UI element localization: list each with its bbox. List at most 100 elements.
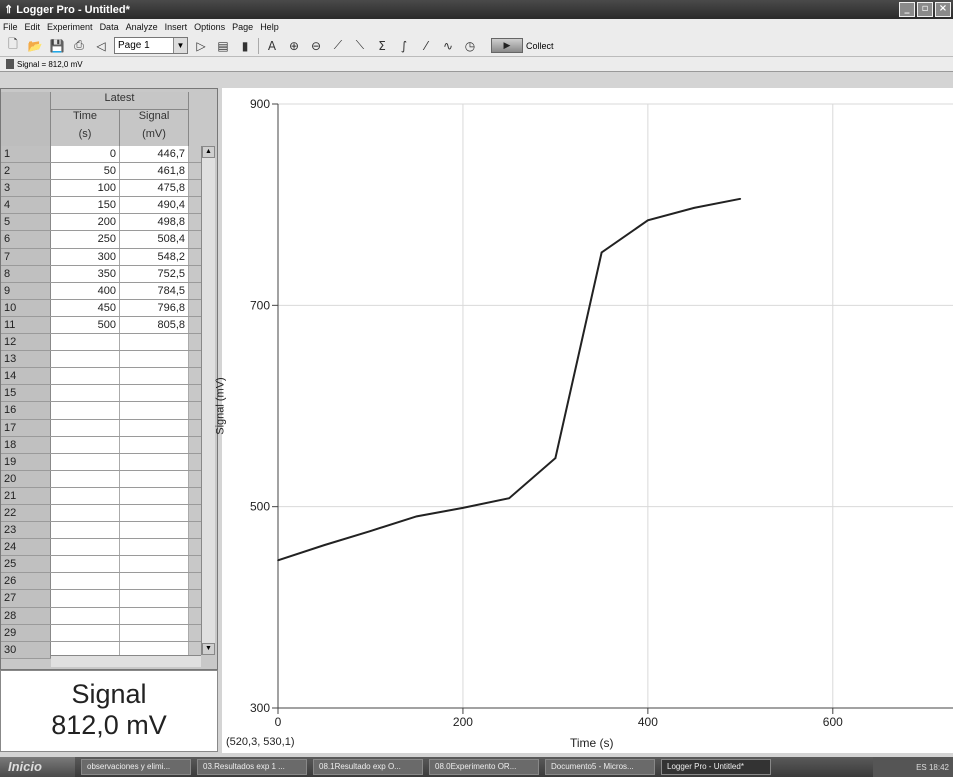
cell-signal[interactable]: 796,8 <box>120 299 189 316</box>
minimize-button[interactable]: _ <box>899 2 915 17</box>
table-row[interactable]: 19 <box>1 453 201 471</box>
cell-time[interactable]: 200 <box>51 214 120 231</box>
menu-data[interactable]: Data <box>99 22 119 32</box>
graph-panel[interactable]: 0 200 400 600 300 500 700 900 <box>222 88 953 753</box>
cell-signal[interactable] <box>120 402 189 419</box>
table-row[interactable]: 7 300 548,2 <box>1 248 201 266</box>
cell-signal[interactable]: 548,2 <box>120 248 189 265</box>
menu-options[interactable]: Options <box>194 22 226 32</box>
table-row[interactable]: 10 450 796,8 <box>1 299 201 317</box>
linear-fit-icon[interactable]: ⁄ <box>424 38 427 53</box>
cell-signal[interactable] <box>120 539 189 556</box>
cell-signal[interactable] <box>120 573 189 590</box>
save-icon[interactable]: 💾 <box>49 38 65 53</box>
table-row[interactable]: 25 <box>1 556 201 574</box>
taskbar-item[interactable]: observaciones y elimi... <box>81 759 191 775</box>
cell-signal[interactable] <box>120 453 189 470</box>
cell-time[interactable]: 150 <box>51 197 120 214</box>
taskbar-item[interactable]: Documento5 - Micros... <box>545 759 655 775</box>
cell-signal[interactable] <box>120 436 189 453</box>
cell-time[interactable] <box>51 624 120 641</box>
statistics-icon[interactable]: Σ <box>378 38 386 53</box>
menu-insert[interactable]: Insert <box>164 22 188 32</box>
table-row[interactable]: 3 100 475,8 <box>1 180 201 198</box>
open-folder-icon[interactable]: 📂 <box>27 38 43 53</box>
x-axis-label[interactable]: Time (s) <box>570 736 614 750</box>
cell-signal[interactable]: 508,4 <box>120 231 189 248</box>
page-select[interactable]: Page 1 ▼ <box>114 37 188 54</box>
table-horizontal-scrollbar[interactable] <box>51 655 201 667</box>
cell-time[interactable] <box>51 487 120 504</box>
table-row[interactable]: 26 <box>1 573 201 591</box>
cell-time[interactable]: 50 <box>51 163 120 180</box>
cell-time[interactable]: 400 <box>51 282 120 299</box>
page-back-icon[interactable]: ◁ <box>96 38 106 53</box>
examine-icon[interactable]: ⟋ <box>333 38 343 52</box>
cell-signal[interactable] <box>120 641 189 658</box>
table-row[interactable]: 23 <box>1 522 201 540</box>
menu-edit[interactable]: Edit <box>24 22 41 32</box>
table-row[interactable]: 1 0 446,7 <box>1 146 201 164</box>
data-set-name[interactable]: Latest <box>51 92 189 110</box>
cell-time[interactable]: 300 <box>51 248 120 265</box>
clock-icon[interactable]: ◷ <box>464 38 476 53</box>
cell-time[interactable] <box>51 504 120 522</box>
table-row[interactable]: 14 <box>1 368 201 386</box>
taskbar-item[interactable]: 08.0Experimento OR... <box>429 759 539 775</box>
cell-time[interactable] <box>51 351 120 368</box>
table-vertical-scrollbar[interactable]: ▲ ▼ <box>201 146 215 655</box>
y-axis-label[interactable]: Signal (mV) <box>214 377 227 435</box>
integral-icon[interactable]: ∫ <box>400 38 408 53</box>
cell-time[interactable]: 350 <box>51 265 120 282</box>
cell-time[interactable]: 450 <box>51 299 120 316</box>
table-row[interactable]: 21 <box>1 487 201 505</box>
table-row[interactable]: 5 200 498,8 <box>1 214 201 232</box>
table-row[interactable]: 22 <box>1 504 201 523</box>
table-row[interactable]: 20 <box>1 470 201 488</box>
cell-signal[interactable] <box>120 590 189 607</box>
cell-time[interactable] <box>51 385 120 402</box>
table-row[interactable]: 11 500 805,8 <box>1 316 201 335</box>
maximize-button[interactable]: ▫ <box>917 2 933 17</box>
column-header-time[interactable]: Time <box>51 110 120 128</box>
cell-signal[interactable] <box>120 419 189 436</box>
table-row[interactable]: 12 <box>1 334 201 352</box>
collect-button[interactable]: ▶ Collect <box>491 38 554 53</box>
cell-time[interactable]: 100 <box>51 180 120 197</box>
menu-help[interactable]: Help <box>260 22 279 32</box>
cell-time[interactable] <box>51 419 120 436</box>
cell-signal[interactable] <box>120 504 189 522</box>
cell-signal[interactable]: 498,8 <box>120 214 189 231</box>
scroll-up-icon[interactable]: ▲ <box>202 146 215 158</box>
cell-time[interactable] <box>51 607 120 624</box>
close-button[interactable]: × <box>935 2 951 17</box>
curve-fit-icon[interactable]: ∿ <box>442 38 454 53</box>
table-row[interactable]: 30 <box>1 641 201 659</box>
cell-signal[interactable]: 475,8 <box>120 180 189 197</box>
menu-file[interactable]: File <box>3 22 18 32</box>
table-row[interactable]: 17 <box>1 419 201 437</box>
cell-signal[interactable] <box>120 607 189 624</box>
table-icon[interactable]: ▤ <box>217 38 229 53</box>
cell-signal[interactable]: 752,5 <box>120 265 189 282</box>
digital-meter[interactable]: Signal 812,0 mV <box>0 670 218 752</box>
table-row[interactable]: 2 50 461,8 <box>1 163 201 181</box>
cell-signal[interactable]: 805,8 <box>120 316 189 334</box>
meter-icon[interactable]: ▮ <box>241 38 249 53</box>
cell-time[interactable] <box>51 590 120 607</box>
table-row[interactable]: 6 250 508,4 <box>1 231 201 249</box>
autoscale-icon[interactable]: A <box>267 38 277 53</box>
table-row[interactable]: 15 <box>1 385 201 403</box>
table-row[interactable]: 16 <box>1 402 201 420</box>
taskbar-item[interactable]: 03.Resultados exp 1 ... <box>197 759 307 775</box>
cell-signal[interactable] <box>120 522 189 539</box>
cell-time[interactable] <box>51 539 120 556</box>
cell-time[interactable] <box>51 573 120 590</box>
column-header-signal[interactable]: Signal <box>120 110 189 128</box>
cell-signal[interactable] <box>120 624 189 641</box>
cell-time[interactable]: 0 <box>51 146 120 163</box>
cell-time[interactable] <box>51 334 120 351</box>
signal-vs-time-chart[interactable]: 0 200 400 600 300 500 700 900 <box>222 88 953 753</box>
table-row[interactable]: 9 400 784,5 <box>1 282 201 300</box>
cell-time[interactable]: 500 <box>51 316 120 334</box>
